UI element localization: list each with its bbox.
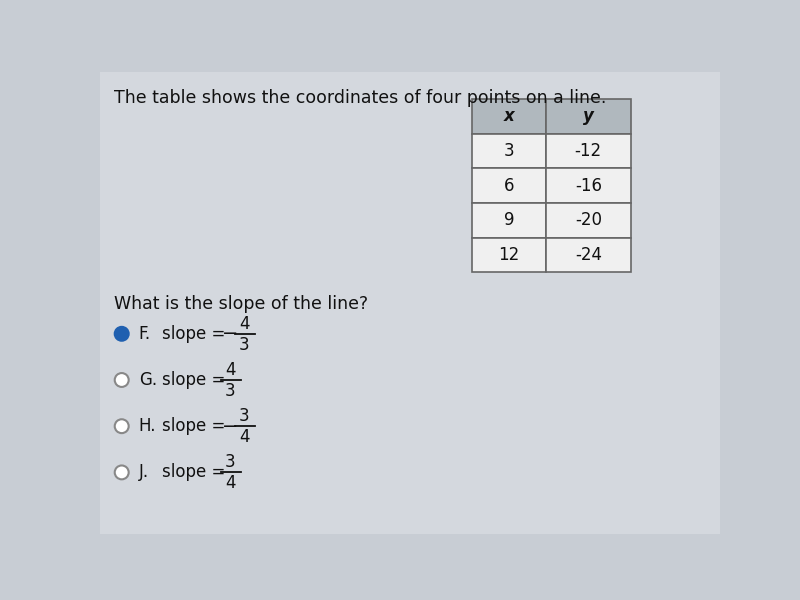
- Text: slope =: slope =: [162, 463, 230, 481]
- Text: F.: F.: [138, 325, 151, 343]
- Text: y: y: [583, 107, 594, 125]
- Text: 9: 9: [503, 211, 514, 229]
- Text: slope =: slope =: [162, 371, 230, 389]
- Text: -24: -24: [574, 246, 602, 264]
- Text: -20: -20: [574, 211, 602, 229]
- Circle shape: [114, 466, 129, 479]
- Text: 3: 3: [225, 454, 235, 472]
- FancyBboxPatch shape: [546, 238, 631, 272]
- Text: 6: 6: [503, 176, 514, 194]
- Text: The table shows the coordinates of four points on a line.: The table shows the coordinates of four …: [114, 89, 606, 107]
- Text: slope =: slope =: [162, 325, 230, 343]
- Text: x: x: [503, 107, 514, 125]
- Text: −: −: [222, 324, 239, 343]
- Text: 4: 4: [239, 428, 250, 446]
- Circle shape: [114, 419, 129, 433]
- Circle shape: [114, 327, 129, 341]
- FancyBboxPatch shape: [546, 168, 631, 203]
- FancyBboxPatch shape: [472, 134, 546, 168]
- Text: G.: G.: [138, 371, 157, 389]
- Text: J.: J.: [138, 463, 149, 481]
- Text: H.: H.: [138, 417, 156, 435]
- Text: 4: 4: [225, 361, 235, 379]
- FancyBboxPatch shape: [546, 99, 631, 134]
- Text: 4: 4: [239, 315, 250, 333]
- Circle shape: [114, 373, 129, 387]
- Text: 3: 3: [239, 335, 250, 353]
- Text: 3: 3: [225, 382, 235, 400]
- FancyBboxPatch shape: [546, 203, 631, 238]
- Text: slope =: slope =: [162, 417, 230, 435]
- Text: −: −: [222, 416, 239, 436]
- FancyBboxPatch shape: [472, 238, 546, 272]
- Text: 4: 4: [225, 474, 235, 492]
- Text: 3: 3: [239, 407, 250, 425]
- Text: What is the slope of the line?: What is the slope of the line?: [114, 295, 368, 313]
- FancyBboxPatch shape: [472, 99, 546, 134]
- FancyBboxPatch shape: [100, 72, 720, 534]
- Text: 3: 3: [503, 142, 514, 160]
- FancyBboxPatch shape: [546, 134, 631, 168]
- Text: 12: 12: [498, 246, 519, 264]
- FancyBboxPatch shape: [472, 168, 546, 203]
- Text: -16: -16: [574, 176, 602, 194]
- Text: -12: -12: [574, 142, 602, 160]
- FancyBboxPatch shape: [472, 203, 546, 238]
